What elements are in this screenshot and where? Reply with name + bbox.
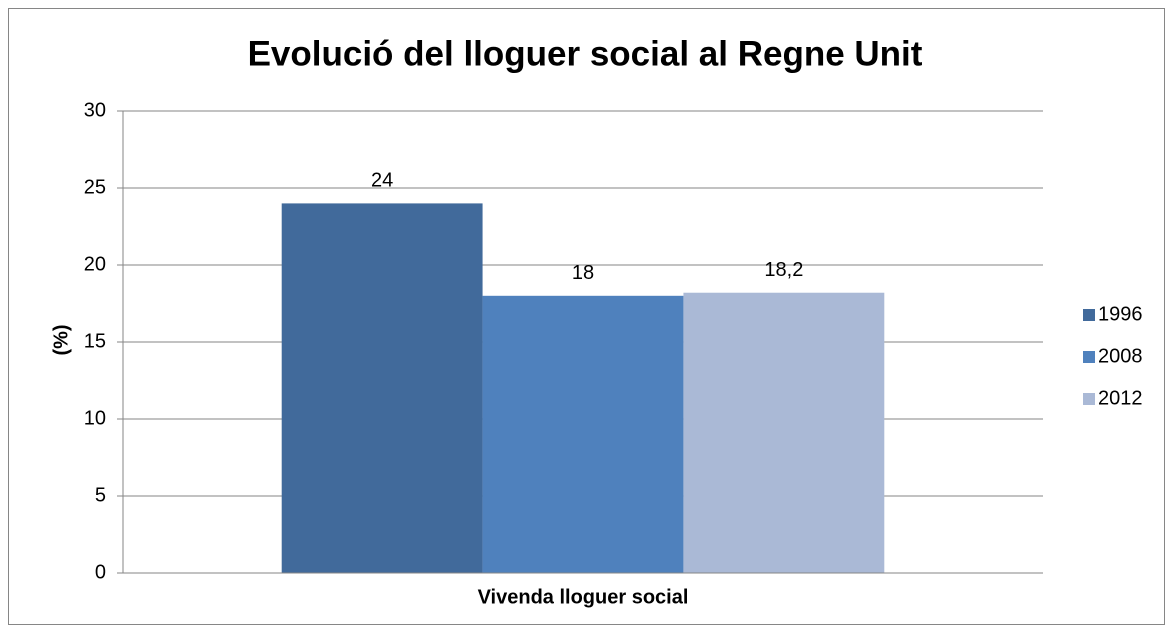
bar — [281, 203, 483, 573]
x-tick-label: Vivenda lloguer social — [478, 586, 689, 608]
y-tick-label: 0 — [95, 561, 106, 583]
y-tick-label: 5 — [95, 484, 106, 506]
legend-label: 2008 — [1098, 345, 1143, 367]
legend-swatch — [1083, 393, 1095, 405]
y-tick-label: 30 — [84, 99, 106, 121]
y-tick-label: 25 — [84, 176, 106, 198]
y-tick-label: 20 — [84, 253, 106, 275]
data-label: 18 — [572, 262, 594, 284]
legend-swatch — [1083, 309, 1095, 321]
y-axis-label: (%) — [50, 324, 72, 355]
data-label: 24 — [371, 170, 393, 192]
bar — [683, 292, 885, 573]
legend-swatch — [1083, 351, 1095, 363]
chart-title: Evolució del lloguer social al Regne Uni… — [248, 34, 923, 73]
y-tick-label: 10 — [84, 407, 106, 429]
y-tick-label: 15 — [84, 330, 106, 352]
legend-label: 2012 — [1098, 387, 1143, 409]
bar — [482, 295, 684, 573]
legend-label: 1996 — [1098, 303, 1143, 325]
data-label: 18,2 — [764, 259, 803, 281]
